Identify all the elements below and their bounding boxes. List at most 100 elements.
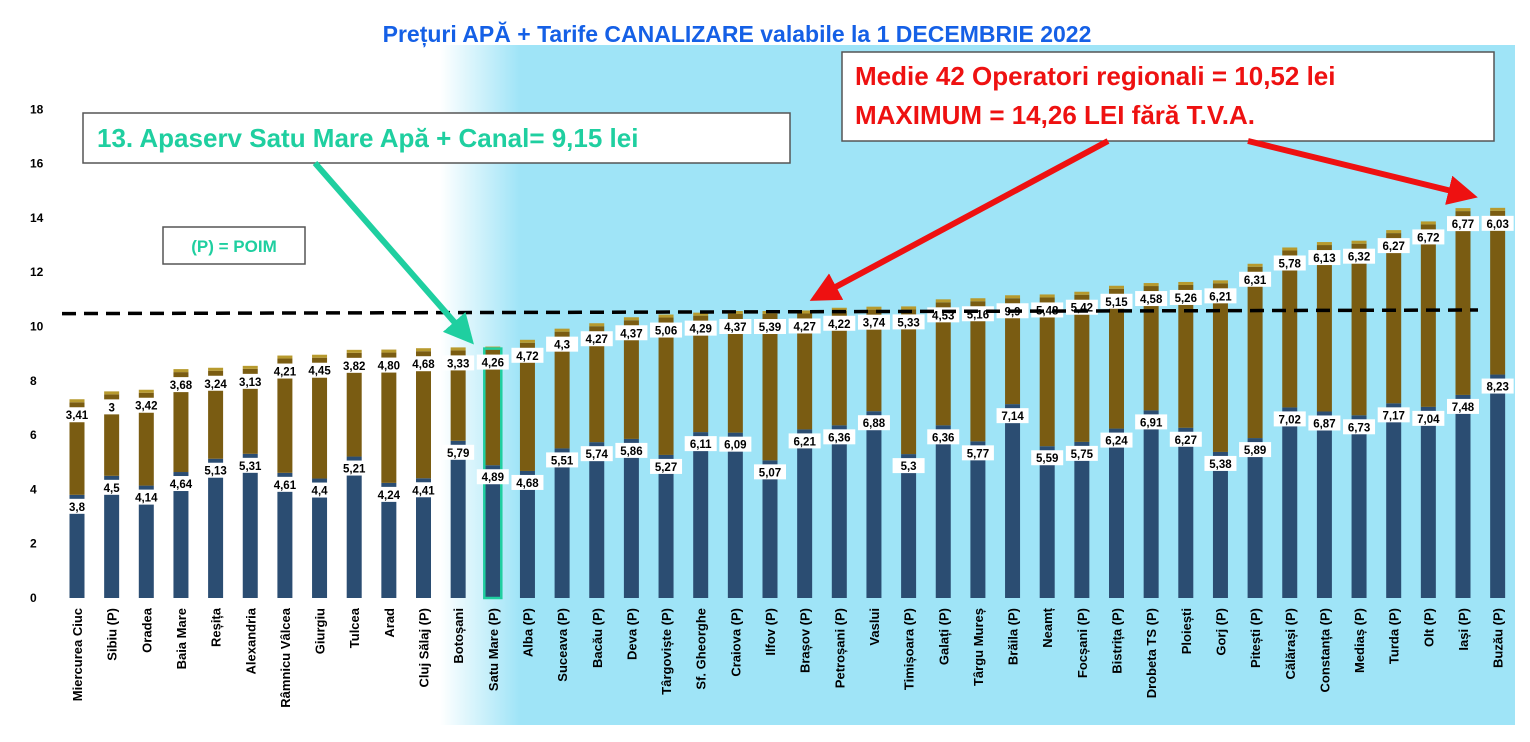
data-label-sewer: 3,68	[170, 380, 193, 392]
data-label-box	[303, 482, 336, 498]
bar-sewer	[1247, 266, 1263, 439]
bar-cap	[1005, 295, 1021, 299]
data-label-sewer: 3,74	[863, 318, 886, 330]
bars	[69, 207, 1506, 600]
bar-cap	[658, 314, 674, 318]
data-label-box	[927, 429, 960, 445]
bar-cap	[1039, 294, 1055, 298]
data-label-box	[164, 476, 197, 492]
bar-cap	[381, 349, 397, 353]
data-label-box	[268, 476, 301, 492]
data-label-sewer: 4,29	[690, 324, 712, 336]
bar-sewer	[519, 342, 535, 471]
data-label-water: 5,77	[967, 448, 989, 460]
x-tick-label: Brașov (P)	[798, 608, 813, 673]
x-tick-label: Pitești (P)	[1248, 608, 1263, 668]
bar-water	[554, 448, 570, 598]
bar-sewer	[485, 349, 501, 466]
data-label-box	[580, 331, 613, 347]
chart-title: Prețuri APĂ + Tarife CANALIZARE valabile…	[383, 20, 1092, 48]
callout-satu-mare-arrow	[312, 161, 474, 345]
bar-cap	[831, 307, 847, 311]
data-label-water: 5,38	[1209, 459, 1232, 471]
y-tick-label: 12	[30, 265, 44, 279]
data-label-water: 6,21	[793, 436, 816, 448]
bar-water	[277, 472, 293, 598]
data-label-box	[788, 318, 821, 334]
data-label-sewer: 4,37	[620, 328, 642, 340]
bar-sewer	[1143, 286, 1159, 411]
x-tick-label: Satu Mare (P)	[486, 608, 501, 691]
bar-sewer	[831, 310, 847, 426]
data-label-box	[1447, 398, 1479, 414]
bar-water	[346, 456, 362, 598]
bar-cap	[1074, 291, 1090, 295]
data-labels: 3,83,414,534,143,424,643,685,133,245,313…	[61, 215, 1514, 514]
data-label-sewer: 6,32	[1348, 252, 1370, 264]
data-label-box	[961, 445, 994, 461]
data-label-box	[1239, 442, 1272, 458]
data-label-box	[511, 474, 544, 490]
x-tick-label: Botoșani	[451, 608, 466, 664]
data-label-box	[857, 314, 890, 330]
x-tick-label: Suceava (P)	[555, 608, 570, 682]
data-label-box	[1204, 288, 1237, 304]
callout-average-arrow	[809, 138, 1110, 301]
bar-sewer	[1420, 224, 1436, 407]
data-label-box	[407, 356, 440, 372]
x-tick-label: Arad	[382, 608, 397, 638]
data-label-sewer: 4,3	[554, 340, 570, 352]
bar-water	[1109, 428, 1124, 598]
callout-average-box	[841, 51, 1495, 142]
bar-cap	[416, 348, 431, 352]
data-label-sewer: 3	[108, 402, 114, 414]
data-label-box	[823, 315, 856, 331]
data-label-water: 5,21	[343, 464, 366, 476]
x-tick-label: Sibiu (P)	[105, 608, 120, 661]
bar-cap	[277, 355, 293, 359]
x-tick-label: Târgoviște (P)	[659, 608, 674, 695]
bar-water	[1039, 446, 1055, 598]
bar-water	[1351, 415, 1367, 598]
data-label-sewer: 4,58	[1140, 294, 1163, 306]
x-tick-label: Alexandria	[243, 607, 258, 674]
poim-legend: (P) = POIM	[191, 237, 276, 256]
data-label-box	[372, 486, 405, 502]
data-label-sewer: 5,48	[1036, 305, 1059, 317]
bar-cap	[1490, 207, 1506, 211]
bar-cap	[554, 328, 570, 332]
bar-sewer	[1039, 297, 1055, 447]
data-label-water: 5,13	[204, 466, 226, 478]
bar-water	[138, 485, 154, 598]
data-label-box	[615, 325, 648, 341]
bar-sewer	[104, 394, 120, 476]
bar-water	[623, 438, 639, 598]
data-label-box	[199, 462, 232, 478]
data-label-box	[684, 320, 717, 336]
x-tick-label: Constanța (P)	[1317, 608, 1332, 693]
data-label-sewer: 6,27	[1383, 241, 1405, 253]
data-label-box	[1100, 432, 1133, 448]
bar-water	[1074, 441, 1090, 598]
x-tick-label: Bacău (P)	[590, 608, 605, 668]
data-label-box	[857, 415, 890, 431]
data-label-sewer: 4,27	[586, 334, 608, 346]
bar-water	[208, 458, 224, 598]
data-label-box	[1169, 431, 1202, 447]
data-label-water: 4,24	[378, 490, 401, 502]
data-label-sewer: 6,21	[1209, 291, 1232, 303]
bar-sewer	[1212, 283, 1228, 452]
x-tick-label: Alba (P)	[520, 608, 535, 657]
y-tick-label: 16	[30, 157, 44, 171]
data-label-box	[95, 399, 128, 415]
data-label-box	[338, 460, 371, 476]
x-tick-label: Buzău (P)	[1491, 608, 1506, 668]
data-label-sewer: 4,27	[793, 321, 815, 333]
bar-water	[727, 432, 743, 598]
bar-sewer	[762, 314, 778, 461]
data-label-water: 5,74	[586, 449, 609, 461]
bar-sewer	[866, 309, 882, 412]
bar-sewer	[797, 313, 813, 430]
data-label-box	[650, 322, 683, 338]
x-tick-label: Ilfov (P)	[763, 608, 778, 656]
